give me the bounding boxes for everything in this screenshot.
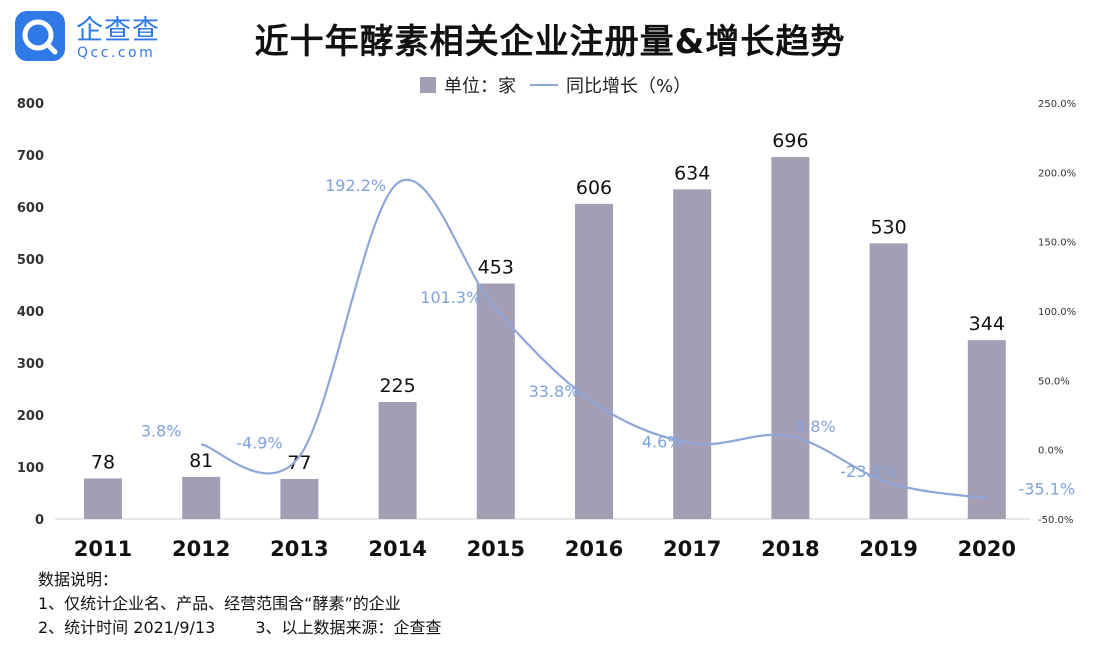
category-label: 2011 [74, 537, 132, 561]
line-legend-label: 同比增长（%） [566, 76, 692, 97]
category-label: 2019 [859, 537, 917, 561]
bar [378, 402, 417, 519]
chart-title: 近十年酵素相关企业注册量&增长趋势 [254, 22, 846, 62]
brand-name: 企查查 [76, 15, 160, 46]
bar-value-label: 530 [870, 216, 906, 238]
legend: 单位：家 同比增长（%） [420, 72, 691, 98]
category-label: 2015 [467, 537, 525, 561]
left-tick-label: 0 [35, 513, 44, 528]
notes-line2a: 2、统计时间 2021/9/13 [38, 618, 216, 637]
bar [673, 189, 712, 519]
category-label: 2018 [761, 537, 819, 561]
brand-logo: 企查查 Qcc.com [14, 8, 184, 66]
bar-value-label: 81 [189, 450, 213, 472]
bar [771, 157, 810, 519]
bar [575, 203, 613, 519]
growth-value-label: 4.6% [642, 432, 683, 451]
right-tick-label: 0.0% [1038, 446, 1063, 457]
bar-value-label: 453 [478, 256, 514, 278]
bar-legend-label: 单位：家 [444, 76, 516, 97]
growth-value-label: 3.8% [141, 421, 182, 440]
bar [84, 478, 122, 519]
notes-line2b: 3、以上数据来源：企查查 [255, 618, 442, 637]
bar-value-label: 77 [287, 452, 311, 474]
bar [280, 478, 319, 519]
growth-value-label: 9.8% [795, 417, 836, 436]
left-tick-label: 200 [17, 409, 44, 424]
growth-value-label: 192.2% [325, 176, 386, 195]
right-tick-label: -50.0% [1038, 515, 1073, 526]
bar-value-label: 344 [969, 313, 1005, 335]
growth-value-label: 101.3% [420, 288, 481, 307]
growth-value-label: -4.9% [236, 433, 282, 452]
left-tick-label: 500 [17, 253, 44, 268]
bar [182, 476, 221, 519]
qcc-logo-icon [15, 11, 65, 61]
bar-value-label: 78 [91, 451, 115, 473]
category-label: 2012 [172, 537, 230, 561]
bar-value-label: 634 [674, 162, 710, 184]
category-label: 2014 [368, 537, 426, 561]
right-tick-label: 50.0% [1038, 376, 1070, 387]
bar [476, 283, 515, 519]
right-tick-label: 150.0% [1038, 238, 1076, 249]
left-tick-label: 400 [17, 305, 44, 320]
category-label: 2017 [663, 537, 721, 561]
category-label: 2020 [958, 537, 1016, 561]
left-tick-label: 600 [17, 201, 44, 216]
notes-line1: 1、仅统计企业名、产品、经营范围含“酵素”的企业 [38, 594, 401, 613]
data-notes: 数据说明： 1、仅统计企业名、产品、经营范围含“酵素”的企业 2、统计时间 20… [38, 568, 442, 640]
notes-heading: 数据说明： [38, 570, 119, 589]
bar-value-label: 606 [576, 177, 612, 199]
brand-sub: Qcc.com [77, 45, 156, 61]
right-tick-label: 250.0% [1038, 99, 1076, 110]
left-tick-label: 100 [17, 461, 44, 476]
left-tick-label: 300 [17, 357, 44, 372]
right-tick-label: 200.0% [1038, 168, 1076, 179]
growth-value-label: 33.8% [529, 382, 580, 401]
left-tick-label: 800 [17, 97, 44, 112]
bar-legend-swatch [420, 77, 436, 93]
category-label: 2013 [270, 537, 328, 561]
growth-value-label: -35.1% [1018, 479, 1075, 498]
right-tick-label: 100.0% [1038, 307, 1076, 318]
left-tick-label: 700 [17, 149, 44, 164]
growth-value-label: -23.9% [840, 462, 897, 481]
bar-value-label: 225 [379, 375, 415, 397]
growth-line [200, 178, 987, 500]
bar [967, 340, 1006, 519]
bar-value-label: 696 [772, 130, 808, 152]
category-label: 2016 [565, 537, 623, 561]
notes-line2: 2、统计时间 2021/9/13 3、以上数据来源：企查查 [38, 616, 442, 640]
bar [869, 243, 908, 519]
line-legend-swatch [530, 84, 558, 86]
